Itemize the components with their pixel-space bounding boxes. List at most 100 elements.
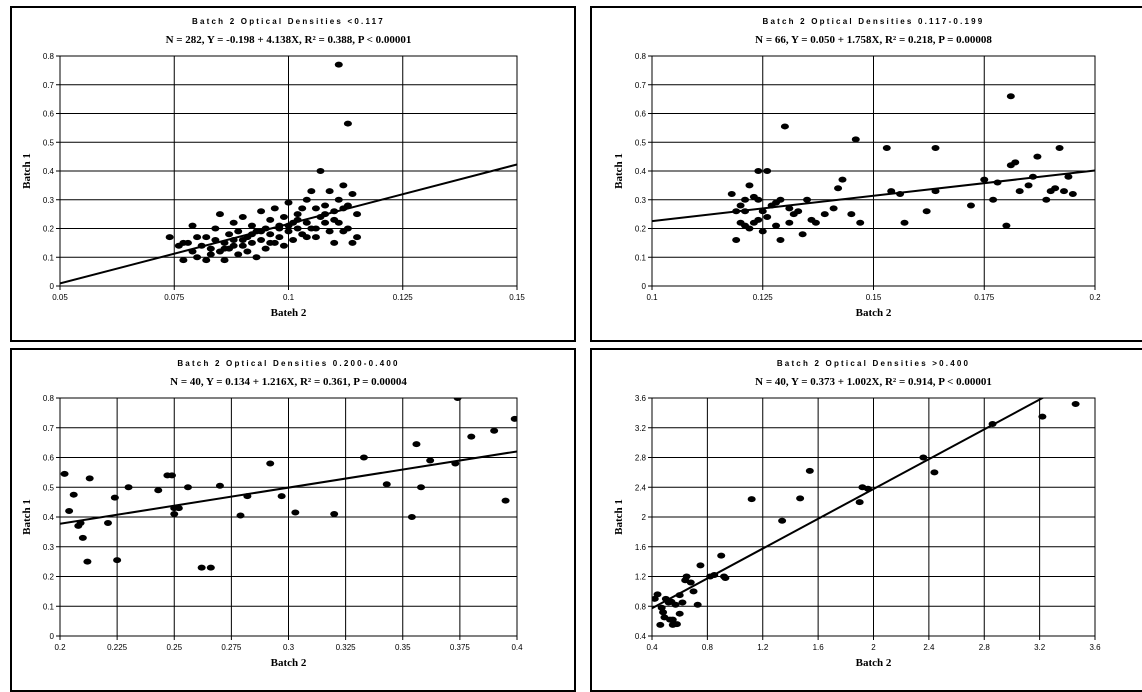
data-point	[247, 239, 256, 246]
y-axis-label: Batch 1	[613, 499, 625, 535]
y-tick-label: 0.6	[43, 454, 55, 463]
scatter-chart-3: Batch 2 Optical Densities 0.200-0.400 N =…	[21, 359, 523, 669]
data-point	[275, 234, 284, 241]
data-point	[412, 441, 421, 448]
data-point	[785, 205, 794, 212]
x-tick-label: 0.175	[974, 293, 995, 302]
x-tick-label: 0.8	[702, 643, 714, 652]
data-point	[238, 237, 247, 243]
data-point	[721, 574, 730, 581]
data-point	[919, 454, 928, 461]
x-tick-label: 0.3	[283, 643, 295, 652]
data-point	[490, 427, 499, 434]
data-point	[234, 228, 243, 235]
data-point	[334, 196, 343, 203]
x-tick-label: 0.2	[1089, 293, 1101, 302]
x-axis-label: Bateh 2	[271, 307, 307, 319]
data-point	[179, 257, 188, 264]
data-point	[741, 196, 750, 203]
x-tick-label: 0.1	[283, 293, 295, 302]
data-point	[1051, 185, 1060, 192]
scatter-chart-1: Batch 2 Optical Densities <0.117 N = 282,…	[21, 17, 525, 319]
regression-line	[60, 450, 517, 525]
y-tick-label: 0.1	[43, 253, 55, 262]
x-tick-label: 1.2	[757, 643, 769, 652]
x-tick-label: 2.8	[979, 643, 991, 652]
chart-title: Batch 2 Optical Densities <0.117	[192, 17, 385, 26]
data-point	[307, 188, 316, 195]
y-tick-label: 0.3	[43, 543, 55, 552]
data-point	[167, 472, 176, 479]
data-point	[668, 616, 677, 623]
y-tick-label: 0.8	[635, 52, 647, 61]
data-point	[453, 398, 462, 401]
data-point	[900, 219, 909, 226]
x-tick-label: 2	[871, 643, 876, 652]
data-point	[851, 136, 860, 143]
y-tick-label: 0.2	[635, 225, 647, 234]
data-point	[154, 487, 163, 494]
data-point	[69, 491, 78, 498]
data-point	[1042, 196, 1051, 203]
data-point	[348, 239, 357, 246]
data-point	[225, 231, 234, 238]
data-point	[772, 222, 781, 229]
data-point	[717, 552, 726, 559]
chart-title: Batch 2 Optical Densities >0.400	[777, 359, 970, 368]
data-point	[803, 196, 812, 203]
data-point	[1002, 222, 1011, 229]
data-point	[291, 509, 300, 516]
data-point	[1015, 188, 1024, 195]
data-point	[882, 145, 891, 151]
data-point	[343, 120, 352, 127]
data-point	[179, 239, 188, 246]
regression-line	[652, 169, 1095, 223]
y-tick-label: 0.5	[635, 138, 647, 147]
y-tick-label: 0.7	[43, 81, 55, 90]
data-point	[856, 219, 865, 226]
data-point	[78, 534, 87, 541]
data-point	[257, 208, 266, 215]
data-point	[270, 205, 279, 212]
data-point	[234, 251, 243, 258]
data-point	[113, 557, 122, 564]
scatter-chart-2: Batch 2 Optical Densities 0.117-0.199 N =…	[613, 17, 1101, 319]
data-point	[325, 228, 334, 235]
y-tick-label: 0.7	[43, 424, 55, 433]
data-point	[316, 168, 325, 174]
data-point	[215, 482, 224, 489]
data-point	[293, 225, 302, 232]
data-point	[193, 254, 202, 261]
data-point	[805, 467, 814, 474]
x-tick-label: 0.4	[646, 643, 658, 652]
x-tick-label: 0.25	[166, 643, 182, 652]
data-point	[298, 205, 307, 212]
data-point	[656, 621, 665, 628]
data-point	[334, 61, 343, 68]
y-tick-label: 0.5	[43, 483, 55, 492]
chart-title: Batch 2 Optical Densities 0.200-0.400	[177, 359, 399, 368]
data-point	[124, 484, 133, 491]
regression-line	[60, 163, 517, 285]
chart-subtitle: N = 66, Y = 0.050 + 1.758X, R² = 0.218, …	[755, 34, 992, 46]
x-tick-label: 0.4	[511, 643, 523, 652]
data-point	[311, 225, 320, 232]
y-tick-label: 0	[50, 632, 55, 641]
data-point	[847, 211, 856, 218]
data-point	[311, 234, 320, 241]
data-point	[510, 415, 517, 422]
data-point	[330, 216, 339, 223]
data-point	[811, 219, 820, 226]
data-point	[330, 511, 339, 518]
data-point	[302, 234, 311, 241]
data-point	[675, 610, 684, 617]
data-point	[211, 225, 220, 232]
data-point	[382, 481, 391, 488]
data-point	[197, 564, 206, 571]
data-point	[501, 497, 510, 504]
y-tick-label: 0.4	[43, 513, 55, 522]
data-point	[110, 494, 119, 501]
data-point	[252, 254, 261, 261]
data-point	[343, 225, 352, 232]
chart-title: Batch 2 Optical Densities 0.117-0.199	[763, 17, 985, 26]
